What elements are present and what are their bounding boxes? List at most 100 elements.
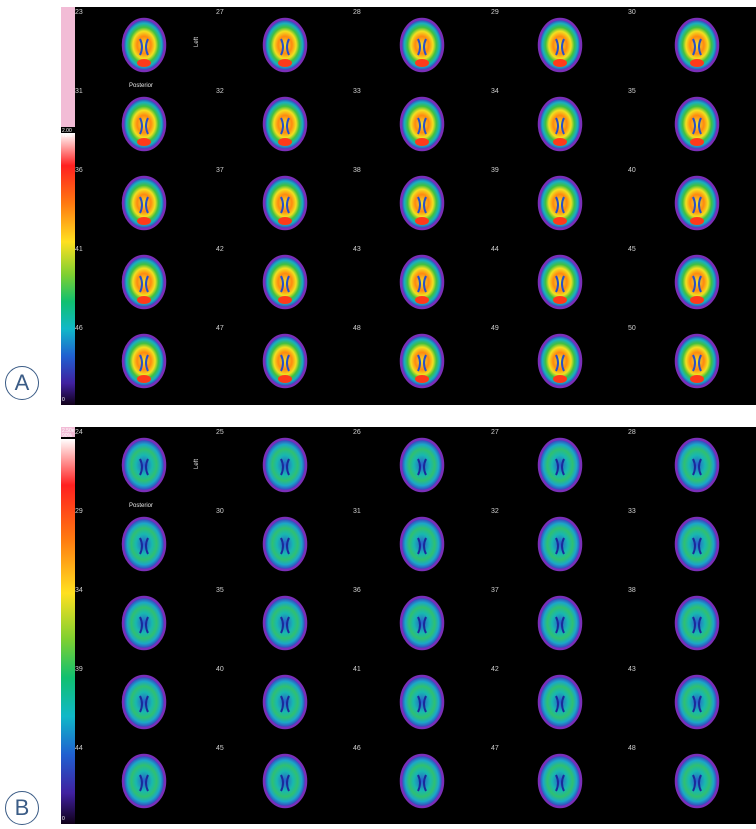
slice-number: 39 — [491, 167, 499, 174]
slice-number: 36 — [75, 167, 83, 174]
brain-slice-image — [261, 437, 309, 498]
colorbar-bottom-label-b: 0 — [62, 816, 65, 822]
brain-slice-image — [398, 333, 446, 394]
colorbar-gradient-b — [61, 439, 75, 824]
brain-slice-image — [261, 516, 309, 577]
slice-number: 46 — [353, 745, 361, 752]
brain-slice-image — [536, 516, 584, 577]
posterior-label-a: Posterior — [129, 83, 154, 89]
slice-number: 40 — [628, 167, 636, 174]
slice-number: 28 — [628, 429, 636, 436]
colorbar-b: 2.50e 90% 0 — [61, 427, 76, 824]
slice-number: 47 — [216, 325, 224, 332]
brain-slice-image — [536, 595, 584, 656]
brain-slice-image — [673, 333, 721, 394]
brain-slice-image — [120, 96, 168, 157]
brain-slice-image — [120, 333, 168, 394]
slice-number: 36 — [353, 587, 361, 594]
brain-slice-image — [120, 516, 168, 577]
brain-slice-image — [398, 674, 446, 735]
slice-number: 37 — [216, 167, 224, 174]
colorbar-top-label-b: 2.50e 90% — [62, 428, 75, 439]
slice-number: 33 — [628, 508, 636, 515]
slice-number: 49 — [491, 325, 499, 332]
pet-panel-a: 2.00 70% 0 Left Posterior 23 27 28 29 30 31 32 3… — [61, 7, 756, 405]
brain-slice-image — [398, 516, 446, 577]
brain-slice-image — [398, 437, 446, 498]
brain-slice-image — [673, 595, 721, 656]
brain-slice-image — [536, 333, 584, 394]
brain-slice-image — [261, 17, 309, 78]
slice-number: 35 — [628, 88, 636, 95]
colorbar-cap-b — [61, 427, 75, 437]
slice-number: 43 — [353, 246, 361, 253]
brain-slice-image — [261, 96, 309, 157]
slice-number: 34 — [75, 587, 83, 594]
brain-slice-image — [536, 17, 584, 78]
colorbar-a: 2.00 70% 0 — [61, 7, 76, 405]
slice-number: 44 — [75, 745, 83, 752]
brain-slice-image — [536, 254, 584, 315]
brain-slice-image — [120, 437, 168, 498]
brain-slice-image — [261, 753, 309, 814]
brain-slice-image — [398, 96, 446, 157]
brain-slice-image — [398, 753, 446, 814]
left-label-a: Left — [194, 36, 200, 47]
colorbar-top-label-a: 2.00 70% — [62, 128, 73, 139]
slice-number: 47 — [491, 745, 499, 752]
brain-slice-image — [261, 254, 309, 315]
brain-slice-image — [261, 175, 309, 236]
colorbar-cap-a — [61, 7, 75, 127]
slice-number: 30 — [628, 9, 636, 16]
colorbar-gradient-a — [61, 133, 75, 405]
slice-number: 26 — [353, 429, 361, 436]
slice-number: 29 — [491, 9, 499, 16]
slice-number: 33 — [353, 88, 361, 95]
slice-number: 38 — [628, 587, 636, 594]
slice-number: 27 — [216, 9, 224, 16]
slice-number: 42 — [216, 246, 224, 253]
slice-number: 44 — [491, 246, 499, 253]
slice-number: 45 — [216, 745, 224, 752]
slice-number: 43 — [628, 666, 636, 673]
slice-number: 25 — [216, 429, 224, 436]
brain-slice-image — [120, 595, 168, 656]
colorbar-bottom-label-a: 0 — [62, 397, 65, 403]
brain-slice-image — [120, 254, 168, 315]
slice-number: 45 — [628, 246, 636, 253]
brain-slice-image — [673, 96, 721, 157]
brain-slice-image — [398, 595, 446, 656]
slice-number: 30 — [216, 508, 224, 515]
slice-number: 27 — [491, 429, 499, 436]
panel-letter-a: A — [5, 366, 39, 400]
brain-slice-image — [120, 674, 168, 735]
brain-slice-image — [673, 17, 721, 78]
slice-number: 48 — [353, 325, 361, 332]
brain-slice-image — [536, 175, 584, 236]
brain-slice-image — [120, 175, 168, 236]
pet-panel-b: 2.50e 90% 0 Left Posterior 24 25 26 27 28 29 30… — [61, 427, 756, 824]
left-label-b: Left — [194, 458, 200, 469]
slice-number: 23 — [75, 9, 83, 16]
brain-slice-image — [261, 595, 309, 656]
slice-number: 34 — [491, 88, 499, 95]
slice-number: 48 — [628, 745, 636, 752]
slice-number: 35 — [216, 587, 224, 594]
brain-slice-image — [536, 674, 584, 735]
slice-number: 38 — [353, 167, 361, 174]
brain-slice-image — [261, 674, 309, 735]
brain-slice-image — [673, 437, 721, 498]
slice-number: 41 — [75, 246, 83, 253]
slice-number: 32 — [216, 88, 224, 95]
slice-number: 31 — [353, 508, 361, 515]
posterior-label-b: Posterior — [129, 503, 154, 509]
brain-slice-image — [536, 437, 584, 498]
brain-slice-image — [673, 674, 721, 735]
slice-number: 39 — [75, 666, 83, 673]
brain-slice-image — [120, 753, 168, 814]
slice-number: 40 — [216, 666, 224, 673]
slice-number: 32 — [491, 508, 499, 515]
brain-slice-image — [536, 753, 584, 814]
slice-number: 28 — [353, 9, 361, 16]
brain-slice-image — [398, 175, 446, 236]
